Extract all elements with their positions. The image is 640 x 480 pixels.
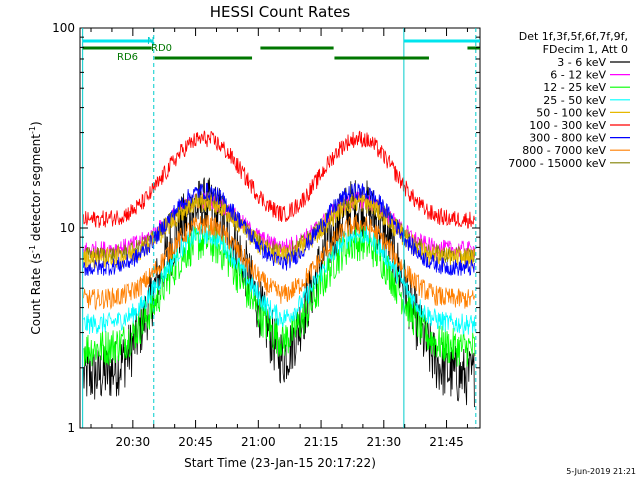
- x-axis-label: Start Time (23-Jan-15 20:17:22): [184, 456, 376, 470]
- legend-label: 12 - 25 keV: [543, 81, 606, 94]
- flag-label-rd0: RD0: [151, 43, 172, 54]
- y-tick-label: 10: [60, 221, 75, 235]
- legend-label: 800 - 7000 keV: [522, 144, 606, 157]
- legend-label: 50 - 100 keV: [536, 106, 606, 119]
- x-tick-label: 21:00: [241, 435, 276, 449]
- series-layer: [83, 130, 476, 408]
- x-tick-label: 20:45: [178, 435, 213, 449]
- legend-label: 3 - 6 keV: [557, 56, 606, 69]
- legend: Det 1f,3f,5f,6f,7f,9f, FDecim 1, Att 0 3…: [508, 30, 630, 170]
- series-800-7000keV: [83, 214, 476, 311]
- y-axis-label-sup1: -1: [28, 245, 37, 253]
- y-axis-label-part3: ): [29, 121, 43, 126]
- legend-label: 25 - 50 keV: [543, 94, 606, 107]
- chart-title: HESSI Count Rates: [210, 3, 351, 21]
- x-tick-label: 20:30: [116, 435, 151, 449]
- series-100-300keV: [83, 130, 476, 229]
- legend-label: 7000 - 15000 keV: [508, 157, 606, 170]
- legend-label: 6 - 12 keV: [550, 69, 606, 82]
- x-axis-ticks: 20:30 20:45 21:00 21:15 21:30 21:45: [90, 28, 468, 449]
- flag-label-n: N: [147, 36, 154, 47]
- legend-header-line2: FDecim 1, Att 0: [543, 43, 628, 56]
- y-axis-label-part1: Count Rate (s: [29, 253, 43, 335]
- y-tick-label: 1: [67, 421, 75, 435]
- series-6-12keV: [83, 191, 476, 259]
- flag-label-rd6: RD6: [117, 52, 138, 63]
- y-axis-label: Count Rate (s-1 detector segment-1): [28, 121, 43, 334]
- legend-label: 300 - 800 keV: [529, 132, 606, 145]
- legend-label: 100 - 300 keV: [529, 119, 606, 132]
- y-axis-ticks: 1 10 100: [52, 21, 480, 435]
- series-300-800keV: [83, 182, 476, 276]
- x-tick-label: 21:45: [429, 435, 464, 449]
- x-tick-label: 21:15: [304, 435, 339, 449]
- series-25-50keV: [83, 223, 476, 336]
- y-tick-label: 100: [52, 21, 75, 35]
- y-axis-label-part2: detector segment: [29, 134, 43, 245]
- generation-timestamp: 5-Jun-2019 21:21: [566, 467, 636, 476]
- legend-header-line1: Det 1f,3f,5f,6f,7f,9f,: [519, 30, 628, 43]
- y-axis-label-sup2: -1: [28, 126, 37, 134]
- x-tick-label: 21:30: [367, 435, 402, 449]
